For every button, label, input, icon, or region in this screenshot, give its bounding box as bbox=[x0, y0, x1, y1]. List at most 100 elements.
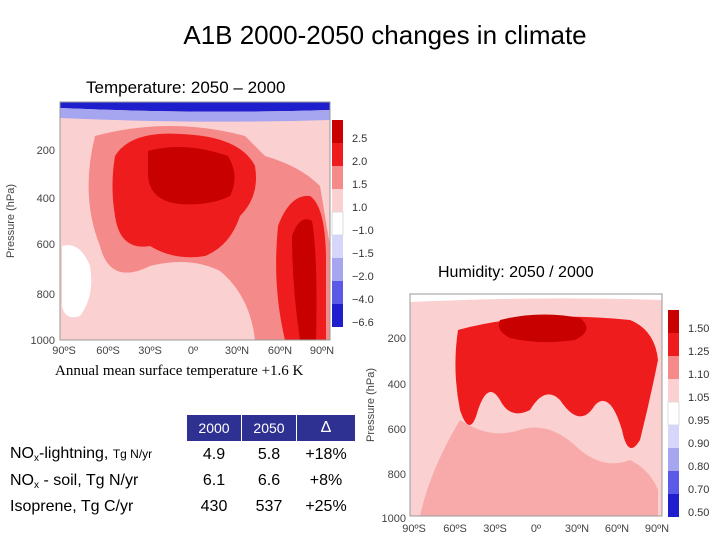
temp-cb-label: −1.5 bbox=[352, 248, 374, 260]
temp-cb-swatch bbox=[332, 281, 343, 304]
hum-colorbar bbox=[667, 310, 680, 517]
hum-xtick: 90ºS bbox=[402, 523, 426, 535]
hum-xtick: 30ºS bbox=[483, 523, 507, 535]
temp-xtick: 30ºS bbox=[138, 345, 162, 357]
table-corner bbox=[10, 415, 187, 442]
temp-xtick: 0º bbox=[188, 345, 198, 357]
temp-strat-blue bbox=[60, 102, 330, 112]
table-row: Isoprene, Tg C/yr 430 537 +25% bbox=[10, 494, 356, 520]
label-unit: Tg N/yr bbox=[112, 447, 153, 462]
hum-upper-core bbox=[498, 314, 587, 343]
temperature-panel-title: Temperature: 2050 – 2000 bbox=[86, 78, 286, 97]
value-2050: 5.8 bbox=[257, 446, 281, 463]
row-label: NOx - soil, Tg N/yr bbox=[10, 468, 187, 494]
value-2050: 537 bbox=[255, 498, 283, 515]
temp-xtick: 60ºS bbox=[96, 345, 120, 357]
temp-cb-label: 2.5 bbox=[352, 133, 367, 145]
hum-cb-label: 0.70 bbox=[688, 484, 709, 496]
hum-xtick: 60ºS bbox=[443, 523, 467, 535]
temp-ytick: 800 bbox=[37, 289, 55, 301]
hum-cb-label: 1.10 bbox=[688, 369, 709, 381]
hum-top-white bbox=[410, 294, 662, 302]
emissions-table: 2000 2050 Δ NOx-lightning, Tg N/yr 4.9 5… bbox=[10, 414, 356, 520]
temp-cb-label: 1.0 bbox=[352, 202, 367, 214]
hum-cb-label: 0.50 bbox=[688, 507, 709, 519]
label-main: NO bbox=[10, 471, 34, 489]
label-main: NO bbox=[10, 445, 34, 463]
table-row: NOx-lightning, Tg N/yr 4.9 5.8 +18% bbox=[10, 442, 356, 469]
value-2000: 430 bbox=[200, 498, 228, 515]
temp-cb-swatch bbox=[332, 189, 343, 212]
temp-cb-label: 2.0 bbox=[352, 156, 367, 168]
temp-cb-swatch bbox=[332, 166, 343, 189]
temp-cb-label: −2.0 bbox=[352, 271, 374, 283]
temp-cb-swatch bbox=[332, 258, 343, 281]
temp-arctic-core bbox=[292, 219, 317, 340]
hum-cb-swatch bbox=[668, 448, 679, 471]
temp-cb-swatch bbox=[332, 235, 343, 258]
temp-ylabel: Pressure (hPa) bbox=[5, 184, 17, 258]
value-delta: +18% bbox=[305, 446, 347, 463]
hum-cb-swatch bbox=[668, 494, 679, 517]
hum-xtick: 60ºN bbox=[605, 523, 629, 535]
temp-xtick: 30ºN bbox=[225, 345, 249, 357]
hum-frame bbox=[409, 293, 663, 517]
temp-lower-white bbox=[62, 245, 92, 318]
hum-cb-label: 0.80 bbox=[688, 461, 709, 473]
table-header-row: 2000 2050 Δ bbox=[10, 414, 356, 442]
table-row: NOx - soil, Tg N/yr 6.1 6.6 +8% bbox=[10, 468, 356, 494]
temp-xtick: 90ºN bbox=[310, 345, 334, 357]
hum-ytick: 400 bbox=[388, 379, 406, 391]
hum-xtick: 0º bbox=[531, 523, 541, 535]
temp-cb-label: 1.5 bbox=[352, 179, 367, 191]
hum-cb-swatch bbox=[668, 333, 679, 356]
temp-strat-lightblue bbox=[60, 108, 330, 122]
value-2050: 6.6 bbox=[257, 472, 281, 489]
hum-xtick: 90ºN bbox=[645, 523, 669, 535]
hum-upper-red bbox=[455, 316, 658, 448]
hum-cb-label: 1.05 bbox=[688, 392, 709, 404]
hum-cb-label: 0.95 bbox=[688, 415, 709, 427]
humidity-panel-title: Humidity: 2050 / 2000 bbox=[438, 264, 594, 281]
hum-cb-label: 0.90 bbox=[688, 438, 709, 450]
row-label: NOx-lightning, Tg N/yr bbox=[10, 442, 187, 469]
header-2000: 2000 bbox=[186, 414, 242, 442]
hum-ytick: 800 bbox=[388, 469, 406, 481]
temp-xtick: 60ºN bbox=[268, 345, 292, 357]
header-2050: 2050 bbox=[241, 414, 297, 442]
temp-cb-swatch bbox=[332, 120, 343, 143]
hum-cb-swatch bbox=[668, 310, 679, 333]
row-label: Isoprene, Tg C/yr bbox=[10, 498, 134, 515]
label-rest: -lightning, bbox=[39, 445, 113, 463]
header-delta: Δ bbox=[296, 414, 356, 442]
temp-cb-label: −4.0 bbox=[352, 294, 374, 306]
slide-title: A1B 2000-2050 changes in climate bbox=[183, 20, 587, 50]
humidity-plot: Pressure (hPa) 200 400 600 800 1000 90ºS… bbox=[365, 293, 709, 535]
hum-cb-swatch bbox=[668, 379, 679, 402]
temp-cb-swatch bbox=[331, 211, 344, 236]
temp-cb-swatch bbox=[332, 143, 343, 166]
hum-cb-label: 1.50 bbox=[688, 323, 709, 335]
hum-cb-swatch bbox=[668, 425, 679, 448]
temp-xtick: 90ºS bbox=[52, 345, 76, 357]
label-rest: - soil, Tg N/yr bbox=[39, 471, 139, 489]
temp-ytick: 200 bbox=[37, 145, 55, 157]
annual-mean-caption: Annual mean surface temperature +1.6 K bbox=[55, 363, 304, 379]
value-2000: 4.9 bbox=[202, 446, 226, 463]
value-delta: +8% bbox=[309, 472, 343, 489]
hum-ytick: 600 bbox=[388, 424, 406, 436]
temp-ytick: 400 bbox=[37, 193, 55, 205]
hum-ytick: 1000 bbox=[382, 513, 406, 525]
temp-cb-label: −1.0 bbox=[352, 225, 374, 237]
hum-ylabel: Pressure (hPa) bbox=[365, 368, 377, 442]
hum-lower-region bbox=[420, 420, 658, 516]
label-sub: x bbox=[34, 479, 39, 491]
value-delta: +25% bbox=[305, 498, 347, 515]
hum-xtick: 30ºN bbox=[565, 523, 589, 535]
temp-ytick: 1000 bbox=[31, 335, 55, 347]
value-2000: 6.1 bbox=[202, 472, 226, 489]
temp-cb-label: −6.6 bbox=[352, 317, 374, 329]
hum-cb-swatch bbox=[668, 356, 679, 379]
temp-upper-core bbox=[148, 147, 235, 205]
hum-cb-swatch bbox=[667, 401, 680, 426]
